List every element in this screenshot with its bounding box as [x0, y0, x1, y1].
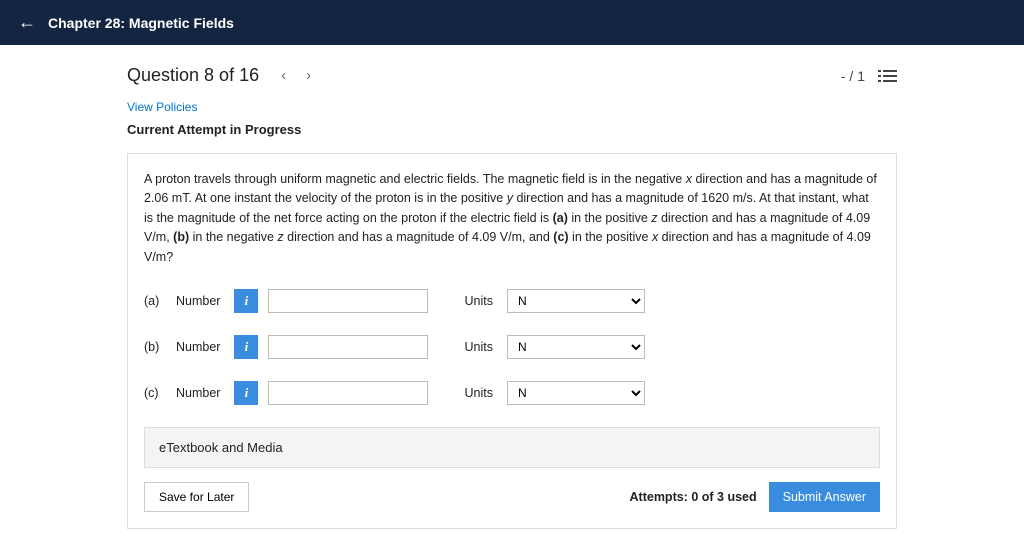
units-label: Units: [464, 340, 492, 354]
number-label: Number: [176, 294, 220, 308]
info-icon[interactable]: i: [234, 335, 258, 359]
footer-row: Save for Later Attempts: 0 of 3 used Sub…: [144, 482, 880, 512]
attempt-status: Current Attempt in Progress: [127, 122, 897, 137]
part-a-label: (a): [144, 294, 166, 308]
units-label: Units: [464, 294, 492, 308]
chapter-title: Chapter 28: Magnetic Fields: [48, 15, 234, 31]
menu-icon[interactable]: [883, 70, 897, 82]
question-card: A proton travels through uniform magneti…: [127, 153, 897, 529]
part-b-label: (b): [144, 340, 166, 354]
number-label: Number: [176, 386, 220, 400]
back-arrow-icon[interactable]: ←: [18, 12, 36, 33]
etextbook-media-bar[interactable]: eTextbook and Media: [144, 427, 880, 468]
part-c-number-input[interactable]: [268, 381, 428, 405]
part-c-row: (c) Number i Units N: [144, 381, 880, 405]
question-title: Question 8 of 16: [127, 65, 259, 86]
part-c-units-select[interactable]: N: [507, 381, 645, 405]
part-b-number-input[interactable]: [268, 335, 428, 359]
part-c-label: (c): [144, 386, 166, 400]
part-a-units-select[interactable]: N: [507, 289, 645, 313]
info-icon[interactable]: i: [234, 381, 258, 405]
top-bar: ← Chapter 28: Magnetic Fields: [0, 0, 1024, 45]
view-policies-link[interactable]: View Policies: [127, 100, 897, 114]
part-b-row: (b) Number i Units N: [144, 335, 880, 359]
submit-answer-button[interactable]: Submit Answer: [769, 482, 880, 512]
next-question-icon[interactable]: ›: [306, 67, 311, 84]
part-a-row: (a) Number i Units N: [144, 289, 880, 313]
part-b-units-select[interactable]: N: [507, 335, 645, 359]
part-a-number-input[interactable]: [268, 289, 428, 313]
save-for-later-button[interactable]: Save for Later: [144, 482, 249, 512]
number-label: Number: [176, 340, 220, 354]
score-display: - / 1: [841, 68, 865, 84]
units-label: Units: [464, 386, 492, 400]
question-header: Question 8 of 16 ‹ › - / 1: [127, 65, 897, 86]
problem-text: A proton travels through uniform magneti…: [144, 170, 880, 267]
info-icon[interactable]: i: [234, 289, 258, 313]
prev-question-icon[interactable]: ‹: [281, 67, 286, 84]
